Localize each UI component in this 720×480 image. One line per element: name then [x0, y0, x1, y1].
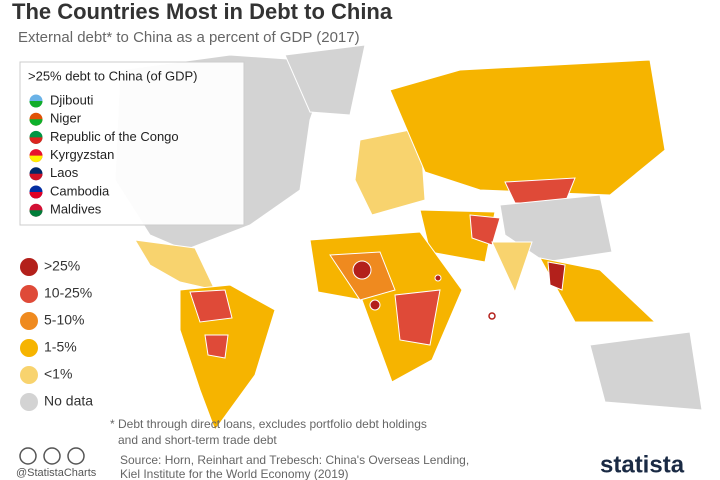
source: Source: Horn, Reinhart and Trebesch: Chi…: [120, 453, 469, 467]
legend-label: 1-5%: [44, 339, 77, 355]
djibouti: [434, 274, 442, 282]
country-name: Kyrgyzstan: [50, 147, 114, 162]
flag: [29, 192, 43, 199]
country-name: Djibouti: [50, 92, 93, 107]
flag: [29, 173, 43, 181]
footnote: * Debt through direct loans, excludes po…: [110, 417, 427, 431]
flag: [29, 210, 43, 217]
legend-swatch: [20, 285, 38, 303]
legend-swatch: [20, 339, 38, 357]
source: Kiel Institute for the World Economy (20…: [120, 467, 349, 480]
central-america: [134, 239, 216, 291]
legend-label: No data: [44, 393, 93, 409]
legend-label: 10-25%: [44, 285, 92, 301]
footnote: and and short-term trade debt: [118, 433, 277, 447]
legend-swatch: [20, 393, 38, 411]
title: The Countries Most in Debt to China: [12, 0, 393, 24]
country-name: Cambodia: [50, 183, 110, 198]
country-box-title: >25% debt to China (of GDP): [28, 68, 197, 83]
license-icons: [19, 447, 85, 465]
maldives: [488, 312, 496, 320]
india: [491, 241, 533, 294]
subtitle: External debt* to China as a percent of …: [18, 29, 360, 46]
southeast-asia: [539, 257, 657, 323]
east-africa: [394, 289, 441, 346]
handle: @StatistaCharts: [16, 467, 97, 479]
bolivia: [204, 334, 229, 359]
australia: [589, 331, 703, 411]
legend-swatch: [20, 366, 38, 384]
country-name: Republic of the Congo: [50, 129, 179, 144]
country-box: [19, 61, 245, 226]
flag: [29, 101, 43, 108]
russia: [389, 59, 666, 196]
congo: [369, 299, 381, 311]
niger: [352, 260, 372, 280]
country-name: Maldives: [50, 202, 102, 217]
greenland: [284, 44, 366, 116]
country-name: Niger: [50, 111, 82, 126]
flag: [29, 137, 43, 144]
central-asia: [469, 214, 501, 246]
flag: [29, 155, 43, 163]
flag: [29, 119, 43, 126]
legend-swatch: [20, 258, 38, 276]
brand: statista: [600, 451, 685, 478]
legend-label: <1%: [44, 366, 72, 382]
laos-cambodia: [547, 261, 566, 291]
legend-label: 5-10%: [44, 312, 84, 328]
country-name: Laos: [50, 165, 79, 180]
venezuela: [189, 289, 233, 323]
legend-label: >25%: [44, 258, 80, 274]
legend-swatch: [20, 312, 38, 330]
